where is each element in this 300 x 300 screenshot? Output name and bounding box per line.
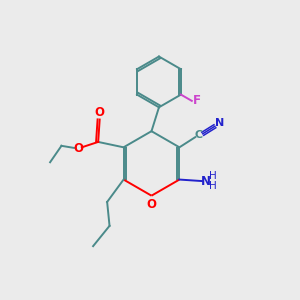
Text: C: C: [194, 130, 202, 140]
Text: F: F: [193, 94, 201, 107]
Text: O: O: [73, 142, 83, 155]
Text: H: H: [209, 181, 217, 191]
Text: N: N: [200, 175, 210, 188]
Text: O: O: [146, 197, 157, 211]
Text: O: O: [95, 106, 105, 119]
Text: H: H: [209, 171, 217, 181]
Text: N: N: [215, 118, 224, 128]
